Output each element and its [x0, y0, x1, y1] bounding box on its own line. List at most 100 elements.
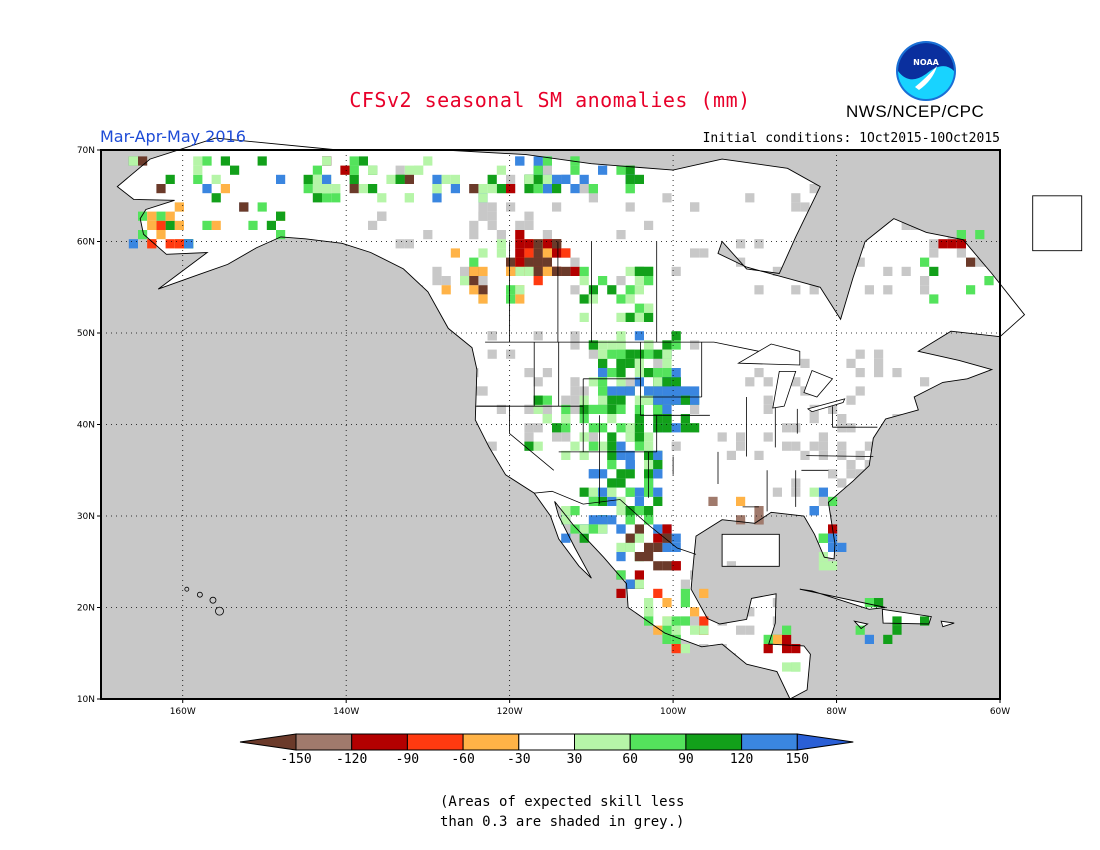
anomaly-cell [616, 441, 626, 451]
anomaly-cell [561, 174, 571, 184]
colorbar-swatch [741, 733, 798, 751]
anomaly-cell [598, 340, 608, 350]
anomaly-cell [450, 184, 460, 194]
anomaly-cell [671, 395, 681, 405]
anomaly-cell [607, 368, 617, 378]
anomaly-cell [901, 220, 911, 230]
anomaly-cell [598, 368, 608, 378]
anomaly-cell [579, 266, 589, 276]
anomaly-cell [892, 368, 902, 378]
colorbar-swatch [406, 733, 464, 751]
anomaly-cell [680, 616, 690, 626]
coastline [940, 620, 955, 628]
anomaly-cell [662, 561, 672, 571]
anomaly-cell [616, 312, 626, 322]
anomaly-cell [349, 165, 359, 175]
anomaly-cell [404, 165, 414, 175]
anomaly-cell [506, 184, 516, 194]
anomaly-cell [671, 625, 681, 635]
anomaly-cell [644, 542, 654, 552]
anomaly-cell [616, 276, 626, 286]
anomaly-cell [515, 266, 525, 276]
anomaly-cell [423, 230, 433, 240]
anomaly-cell [506, 349, 516, 359]
anomaly-cell [588, 487, 598, 497]
anomaly-cell [644, 349, 654, 359]
anomaly-cell [984, 276, 994, 286]
anomaly-cell [653, 469, 663, 479]
anomaly-cell [257, 202, 267, 212]
anomaly-cell [598, 423, 608, 433]
anomaly-cell [662, 340, 672, 350]
anomaly-cell [579, 533, 589, 543]
anomaly-cell [625, 450, 635, 460]
anomaly-cell [644, 607, 654, 617]
anomaly-cell [598, 165, 608, 175]
anomaly-cell [441, 174, 451, 184]
anomaly-cell [607, 496, 617, 506]
anomaly-cell [506, 174, 516, 184]
anomaly-cell [552, 174, 562, 184]
anomaly-cell [469, 266, 479, 276]
anomaly-cell [616, 358, 626, 368]
anomaly-cell [846, 423, 856, 433]
anomaly-cell [708, 496, 718, 506]
anomaly-cell [736, 515, 746, 525]
anomaly-cell [165, 239, 175, 249]
anomaly-cell [230, 165, 240, 175]
anomaly-cell [837, 450, 847, 460]
footnote-line-1: (Areas of expected skill less [440, 794, 685, 810]
anomaly-cell [883, 266, 893, 276]
anomaly-cell [524, 368, 534, 378]
anomaly-cell [634, 331, 644, 341]
anomaly-cell [598, 395, 608, 405]
anomaly-cell [855, 386, 865, 396]
anomaly-cell [634, 524, 644, 534]
anomaly-cell [874, 460, 884, 470]
anomaly-cell [404, 239, 414, 249]
anomaly-cell [156, 184, 166, 194]
anomaly-cell [349, 156, 359, 166]
lat-tick-label: 40N [77, 421, 95, 431]
anomaly-cell [690, 570, 700, 580]
anomaly-cell [634, 506, 644, 516]
anomaly-cell [846, 460, 856, 470]
anomaly-cell [855, 239, 865, 249]
anomaly-cell [653, 588, 663, 598]
anomaly-cell [809, 285, 819, 295]
anomaly-cell [542, 395, 552, 405]
anomaly-cell [395, 174, 405, 184]
anomaly-cell [588, 184, 598, 194]
anomaly-cell [653, 386, 663, 396]
anomaly-cell [404, 174, 414, 184]
anomaly-cell [653, 460, 663, 470]
anomaly-cell [662, 358, 672, 368]
anomaly-cell [634, 404, 644, 414]
anomaly-cell [837, 478, 847, 488]
colorbar-tick-label: 150 [786, 752, 809, 767]
anomaly-cell [607, 404, 617, 414]
colorbar-swatch [685, 733, 743, 751]
anomaly-cell [588, 193, 598, 203]
anomaly-cell [717, 644, 727, 654]
anomaly-cell [598, 349, 608, 359]
anomaly-cell [625, 266, 635, 276]
anomaly-cell [276, 174, 286, 184]
lat-tick-label: 10N [77, 695, 95, 705]
colorbar-high-arrow [796, 733, 854, 751]
anomaly-cell [864, 285, 874, 295]
lat-tick-label: 30N [77, 512, 95, 522]
coastline [1032, 195, 1083, 252]
anomaly-cell [901, 414, 911, 424]
anomaly-cell [147, 211, 157, 221]
anomaly-cell [874, 469, 884, 479]
anomaly-cell [395, 239, 405, 249]
anomaly-cell [588, 340, 598, 350]
anomaly-cell [524, 266, 534, 276]
anomaly-cell [828, 561, 838, 571]
anomaly-cell [892, 616, 902, 626]
land-region [117, 138, 1025, 700]
anomaly-cell [128, 239, 138, 249]
anomaly-cell [736, 625, 746, 635]
anomaly-cell [644, 312, 654, 322]
